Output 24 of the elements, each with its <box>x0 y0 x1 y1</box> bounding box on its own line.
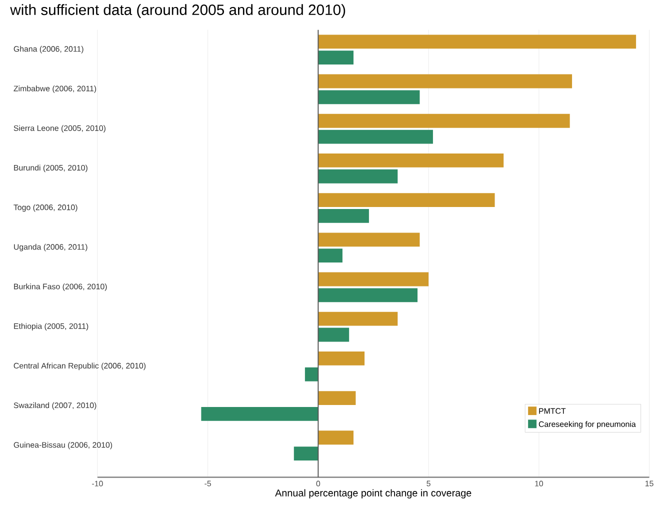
chart-title: with sufficient data (around 2005 and around 2010) <box>10 4 346 18</box>
bar <box>318 351 365 366</box>
bar <box>318 90 420 104</box>
x-axis-title: Annual percentage point change in coverage <box>275 489 472 498</box>
bar <box>318 193 495 207</box>
bar <box>201 406 318 421</box>
bar <box>318 208 369 223</box>
bar <box>318 130 433 144</box>
bar <box>318 248 342 262</box>
bar <box>318 74 572 88</box>
bar <box>294 446 318 460</box>
bar <box>318 50 354 65</box>
bar <box>318 312 398 326</box>
bar <box>318 430 354 445</box>
bar <box>318 328 350 342</box>
bar <box>318 272 429 286</box>
bar <box>318 288 418 302</box>
bar <box>318 232 420 247</box>
bar <box>318 169 398 184</box>
bar <box>318 153 504 168</box>
bar <box>318 114 570 128</box>
bar <box>318 391 356 405</box>
bar <box>318 34 636 49</box>
bar <box>304 367 318 382</box>
